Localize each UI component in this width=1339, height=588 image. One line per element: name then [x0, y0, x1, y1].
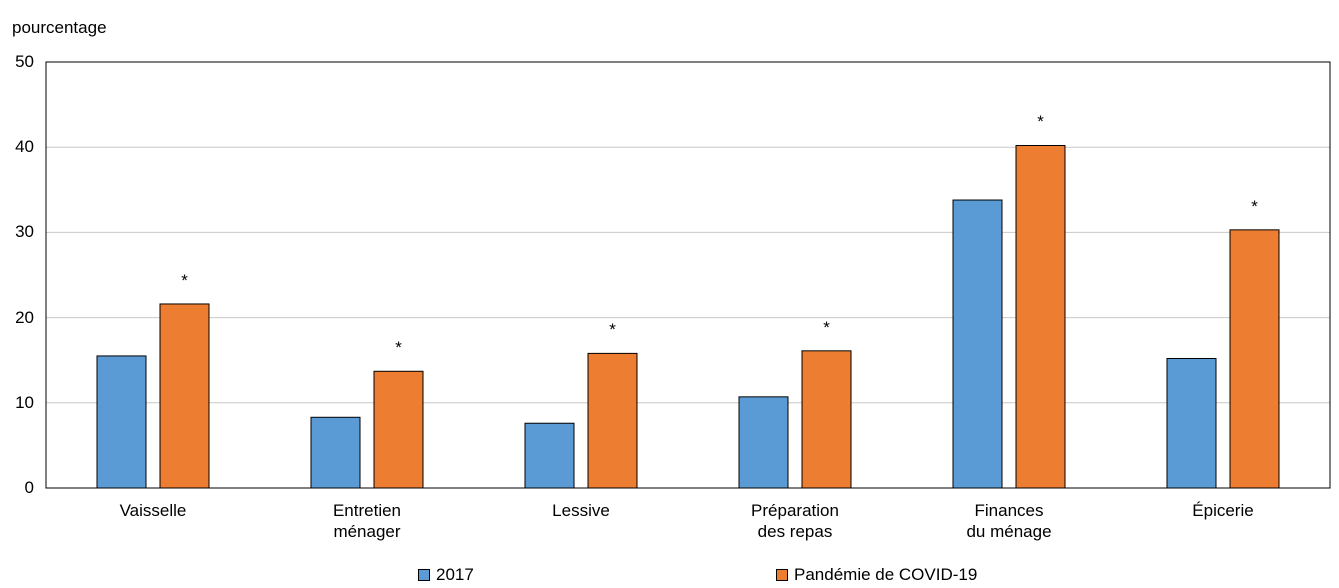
- x-category-label: Finances du ménage: [966, 501, 1052, 541]
- significance-marker: *: [609, 320, 616, 340]
- y-tick-label: 50: [15, 52, 34, 71]
- y-tick-label: 40: [15, 137, 34, 157]
- legend-item: 2017: [418, 566, 474, 583]
- x-category-label: Préparation des repas: [751, 501, 839, 541]
- x-category-label: Entretien ménager: [332, 501, 402, 541]
- y-tick-label: 10: [15, 392, 34, 412]
- legend-label: Pandémie de COVID-19: [794, 565, 978, 584]
- legend-item: Pandémie de COVID-19: [776, 566, 977, 583]
- legend-swatch: [776, 568, 788, 581]
- x-category-label: Épicerie: [1192, 501, 1254, 520]
- bar-series2: [159, 303, 210, 489]
- bar-series2: [801, 350, 852, 489]
- bar-series1: [524, 422, 575, 489]
- bar-series1: [310, 416, 361, 489]
- significance-marker: *: [823, 317, 830, 337]
- y-axis-label: pourcentage: [12, 18, 107, 37]
- bar-series2: [373, 370, 424, 489]
- legend-swatch: [418, 568, 430, 581]
- bar-series2: [1229, 229, 1280, 489]
- bar-series1: [96, 355, 147, 489]
- y-tick-label: 20: [15, 307, 34, 327]
- bar-series2: [587, 352, 638, 489]
- bar-series1: [738, 396, 789, 489]
- significance-marker: *: [181, 270, 188, 290]
- y-tick-label: 0: [24, 478, 34, 497]
- x-category-label: Vaisselle: [119, 501, 187, 520]
- bar-series1: [1166, 357, 1217, 489]
- significance-marker: *: [1037, 112, 1044, 132]
- bar-series1: [952, 199, 1003, 489]
- bar-series2: [1015, 144, 1066, 489]
- significance-marker: *: [395, 338, 402, 358]
- legend-label: 2017: [436, 565, 474, 584]
- plot-frame: [45, 61, 1331, 489]
- significance-marker: *: [1251, 196, 1258, 216]
- y-tick-label: 30: [15, 222, 34, 242]
- x-category-label: Lessive: [552, 501, 610, 520]
